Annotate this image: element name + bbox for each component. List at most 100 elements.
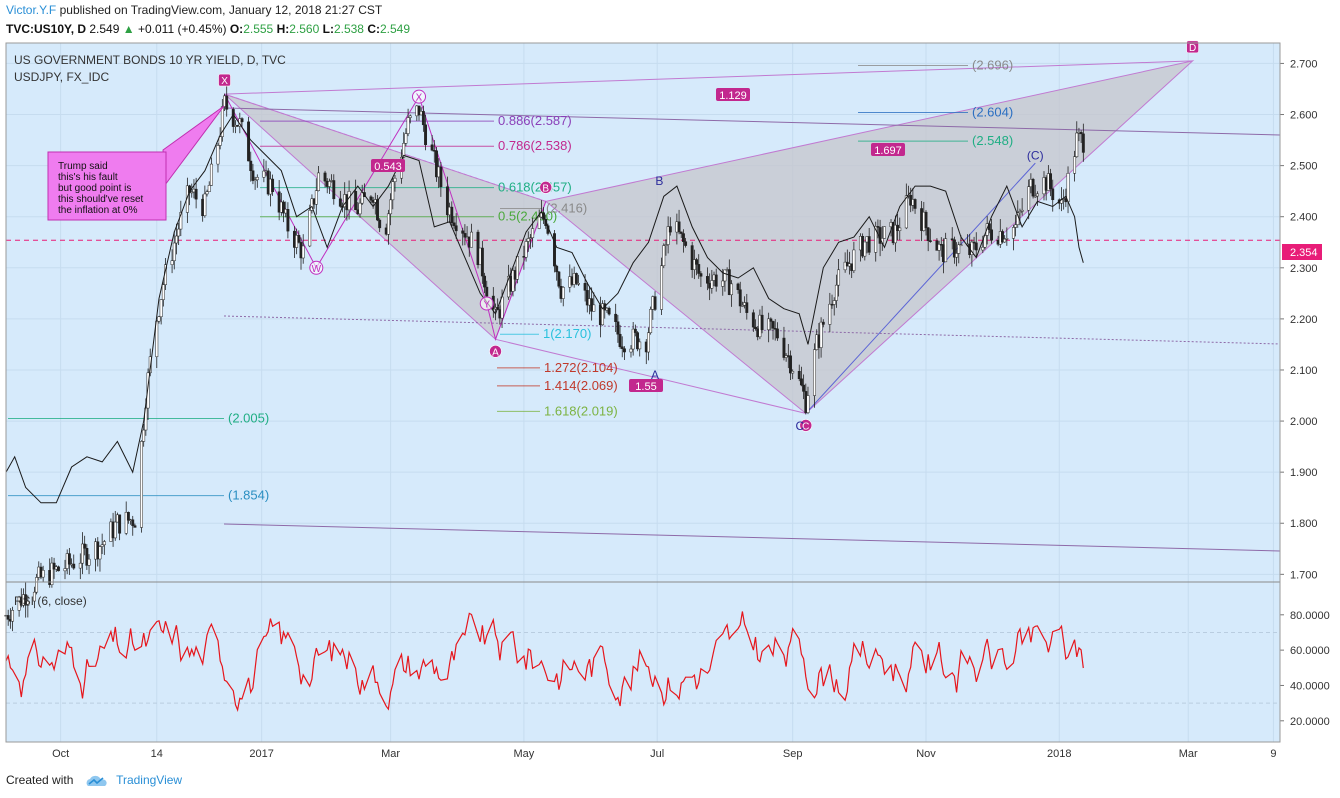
candle-body xyxy=(155,320,159,358)
candle-body xyxy=(378,219,382,229)
candle-body xyxy=(629,348,633,353)
candle-body xyxy=(636,332,639,350)
candle-body xyxy=(751,312,755,328)
candle-body xyxy=(253,179,257,182)
fib-level-label: (1.854) xyxy=(228,488,269,503)
candle-body xyxy=(710,280,714,289)
pattern-point-label: B xyxy=(542,183,549,194)
candle-body xyxy=(209,163,213,186)
trendline-middle xyxy=(223,315,1281,345)
candle-body xyxy=(308,210,312,247)
candle-body xyxy=(404,133,408,144)
fib-level-label: (2.696) xyxy=(972,57,1013,72)
candle-body xyxy=(483,275,487,288)
candle-body xyxy=(537,216,541,229)
candle-body xyxy=(607,307,611,315)
candle-body xyxy=(531,228,535,239)
candle-body xyxy=(286,209,290,232)
candle-body xyxy=(681,233,685,242)
pattern-point-marker xyxy=(489,345,502,358)
x-tick-label: May xyxy=(514,748,535,760)
candle-body xyxy=(386,213,390,235)
y-tick-label: 2.200 xyxy=(1290,314,1318,326)
candle-body xyxy=(928,240,932,242)
candle-body xyxy=(454,225,458,232)
x-tick-label: Sep xyxy=(783,748,803,760)
candle-body xyxy=(32,591,36,602)
candle-body xyxy=(633,328,637,333)
fib-level-label: 1.414(2.069) xyxy=(544,378,618,393)
candle-body xyxy=(194,188,198,200)
candle-body xyxy=(435,150,438,178)
candle-body xyxy=(113,521,117,539)
annotation-callout[interactable]: Trump said this's his fault but good point… xyxy=(47,105,225,221)
pattern-point-marker xyxy=(1186,40,1199,54)
candle-body xyxy=(174,235,178,244)
candle-body xyxy=(452,222,456,226)
x-tick-label: Oct xyxy=(52,748,69,760)
main-chart-title: US GOVERNMENT BONDS 10 YR YIELD, D, TVC xyxy=(14,53,286,67)
candle-body xyxy=(323,172,327,182)
candle-body xyxy=(557,271,561,287)
candle-body xyxy=(957,244,961,254)
pattern-point-marker xyxy=(218,73,231,87)
candle-body xyxy=(952,239,956,258)
candle-body xyxy=(524,241,528,258)
candle-body xyxy=(1014,224,1018,228)
candle-body xyxy=(402,143,406,158)
low-value: 2.538 xyxy=(333,22,364,36)
candle-body xyxy=(417,105,421,116)
candle-body xyxy=(327,181,331,187)
candle-body xyxy=(6,615,10,620)
candle-body xyxy=(255,177,259,181)
candle-body xyxy=(389,199,393,215)
candle-body xyxy=(485,286,489,297)
candle-body xyxy=(144,407,148,431)
candle-body xyxy=(767,318,771,330)
inner-wave-label: Y xyxy=(483,300,490,311)
candle-body xyxy=(1079,132,1083,135)
y-tick-label: 2.400 xyxy=(1290,212,1318,224)
candle-body xyxy=(666,226,670,245)
candle-body xyxy=(821,321,825,325)
candle-body xyxy=(124,511,128,534)
candle-body xyxy=(282,201,285,214)
x-tick-label: Nov xyxy=(916,748,936,760)
pattern-point-label: D xyxy=(1189,43,1196,54)
candle-body xyxy=(727,269,731,296)
candle-body xyxy=(271,178,275,193)
candle-body xyxy=(585,290,589,306)
current-price-tag: 2.354 xyxy=(1282,244,1322,260)
candle-body xyxy=(802,384,806,392)
last-price: 2.549 xyxy=(89,22,120,36)
candle-body xyxy=(35,577,39,593)
candle-body xyxy=(695,259,698,265)
x-tick-label: 14 xyxy=(151,748,163,760)
overlay-symbol-title: USDJPY, FX_IDC xyxy=(14,70,109,84)
candle-body xyxy=(177,228,181,237)
candle-body xyxy=(937,244,941,251)
candle-body xyxy=(797,371,801,380)
tradingview-brand-link[interactable]: TradingView xyxy=(116,773,183,787)
x-tick-label: Mar xyxy=(1179,748,1198,760)
open-value: 2.555 xyxy=(243,22,274,36)
candle-body xyxy=(529,237,532,240)
candle-body xyxy=(391,181,395,201)
author-link[interactable]: Victor.Y.F xyxy=(6,3,57,17)
fib-level-label: 0.886(2.587) xyxy=(498,113,572,128)
trendline-upper xyxy=(224,107,1281,136)
candle-body xyxy=(775,328,779,339)
candle-body xyxy=(649,309,653,334)
candle-body xyxy=(393,177,397,182)
candle-body xyxy=(819,321,823,348)
candle-body xyxy=(668,226,672,233)
candle-body xyxy=(1051,188,1055,201)
candle-body xyxy=(218,136,222,146)
candle-body xyxy=(310,198,314,211)
candle-body xyxy=(828,303,832,325)
pattern-line-xd xyxy=(224,60,1193,95)
candle-body xyxy=(782,337,786,358)
candle-body xyxy=(1011,227,1015,239)
candle-body xyxy=(706,276,709,284)
